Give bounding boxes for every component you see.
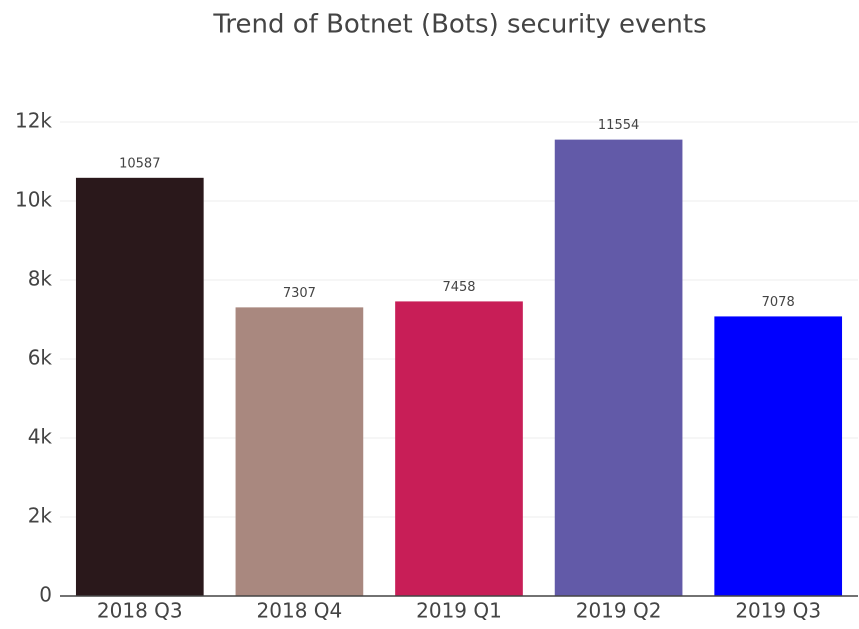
value-label: 7458	[442, 280, 475, 295]
y-tick-label: 4k	[28, 425, 53, 449]
y-tick-label: 2k	[28, 504, 53, 528]
x-tick-label: 2019 Q3	[735, 599, 821, 623]
y-tick-label: 6k	[28, 346, 53, 370]
value-label: 11554	[598, 118, 639, 133]
bar	[75, 177, 204, 596]
y-tick-label: 12k	[15, 109, 52, 133]
value-label: 7307	[283, 286, 316, 301]
x-tick-label: 2019 Q2	[576, 599, 662, 623]
x-tick-label: 2018 Q4	[257, 599, 343, 623]
x-tick-label: 2018 Q3	[97, 599, 183, 623]
bar	[554, 139, 683, 596]
value-label: 10587	[119, 156, 160, 171]
chart-title: Trend of Botnet (Bots) security events	[212, 10, 706, 40]
bar	[235, 307, 364, 596]
bar	[395, 301, 523, 596]
y-tick-label: 10k	[15, 188, 52, 212]
x-tick-label: 2019 Q1	[416, 599, 502, 623]
bar	[714, 316, 843, 596]
y-tick-label: 8k	[28, 267, 53, 291]
value-label: 7078	[762, 295, 795, 310]
y-tick-label: 0	[39, 583, 52, 607]
